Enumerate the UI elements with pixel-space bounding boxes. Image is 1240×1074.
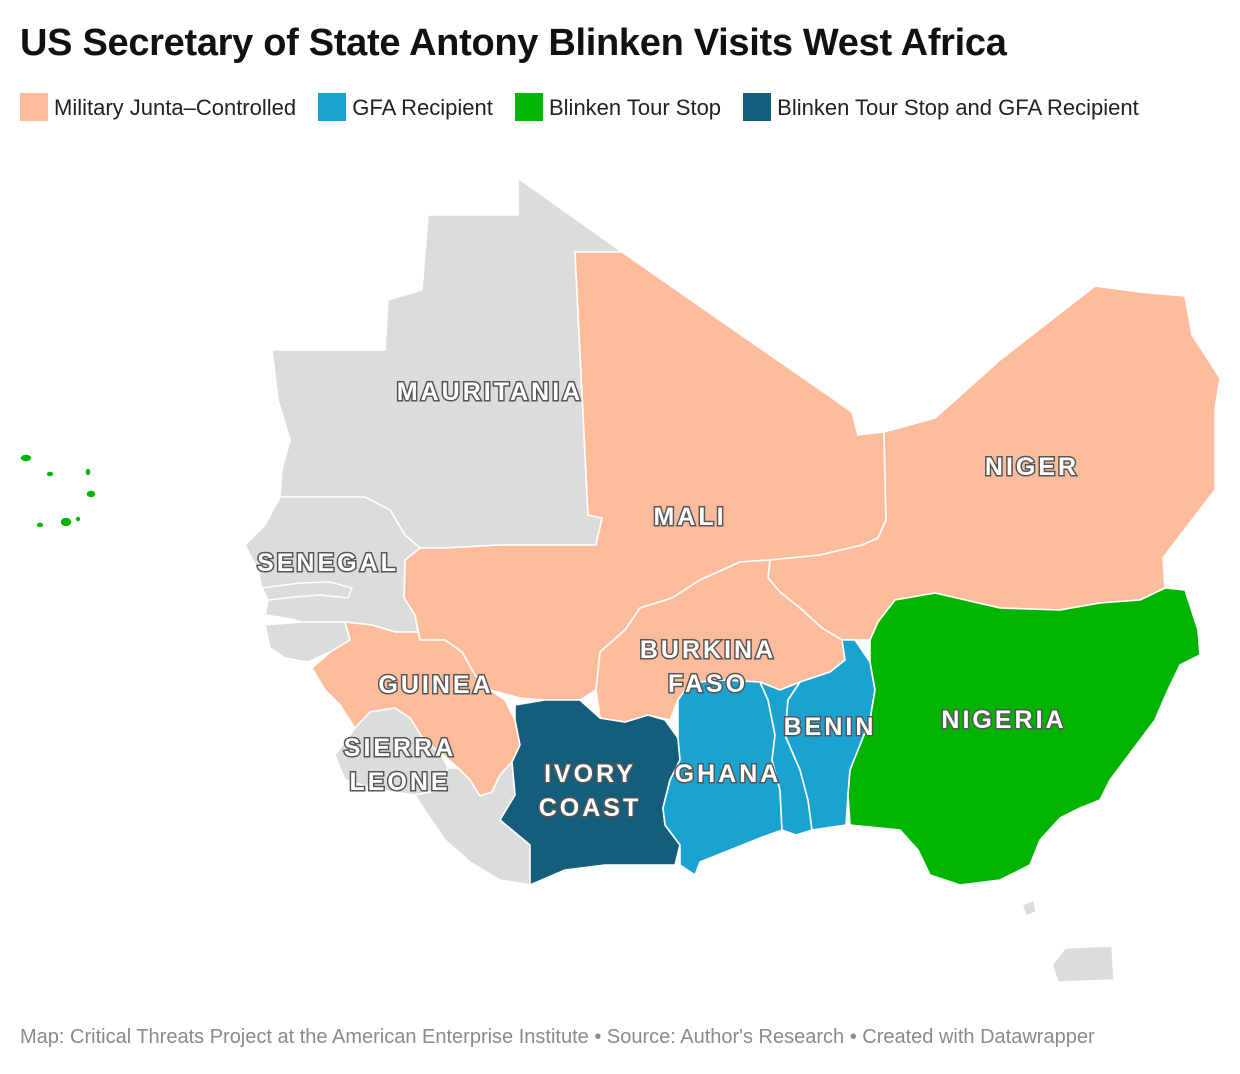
- legend-item-tour-stop: Blinken Tour Stop: [515, 93, 722, 121]
- legend-item-junta: Military Junta–Controlled: [20, 93, 297, 121]
- legend-item-tour-stop-gfa: Blinken Tour Stop and GFA Recipient: [743, 93, 1139, 121]
- legend-swatch-gfa: [318, 93, 347, 121]
- label-nigeria: NIGERIA: [941, 706, 1066, 734]
- label-mali: MALI: [653, 503, 726, 531]
- legend: Military Junta–Controlled GFA Recipient …: [20, 90, 1180, 126]
- country-mauritania[interactable]: [271, 177, 623, 549]
- label-mauritania: MAURITANIA: [397, 378, 583, 406]
- legend-swatch-tour-stop-gfa: [743, 93, 772, 121]
- label-benin: BENIN: [784, 713, 877, 741]
- country-equatorial-guinea-island[interactable]: [1021, 899, 1037, 917]
- label-ivory-coast: IVORY COAST: [539, 760, 642, 822]
- legend-item-gfa: GFA Recipient: [318, 93, 493, 121]
- label-sierra-leone: SIERRA LEONE: [344, 734, 456, 796]
- legend-swatch-junta: [20, 93, 48, 121]
- label-senegal: SENEGAL: [257, 549, 399, 577]
- label-burkina-faso: BURKINA FASO: [640, 636, 776, 698]
- country-nigeria[interactable]: [847, 587, 1201, 886]
- label-guinea: GUINEA: [378, 671, 493, 699]
- map-title: US Secretary of State Antony Blinken Vis…: [20, 22, 1007, 64]
- label-niger: NIGER: [985, 453, 1079, 481]
- legend-swatch-tour-stop: [515, 93, 543, 121]
- country-cape-verde[interactable]: [19, 453, 97, 529]
- country-gambia[interactable]: [261, 581, 353, 601]
- country-equatorial-guinea-mainland[interactable]: [1051, 945, 1115, 983]
- legend-label-tour-stop: Blinken Tour Stop: [549, 95, 722, 120]
- legend-label-gfa: GFA Recipient: [352, 95, 493, 120]
- label-ghana: GHANA: [675, 760, 782, 788]
- legend-label-junta: Military Junta–Controlled: [54, 95, 297, 120]
- source-footer: Map: Critical Threats Project at the Ame…: [20, 1026, 1095, 1048]
- legend-label-tour-stop-gfa: Blinken Tour Stop and GFA Recipient: [777, 95, 1139, 120]
